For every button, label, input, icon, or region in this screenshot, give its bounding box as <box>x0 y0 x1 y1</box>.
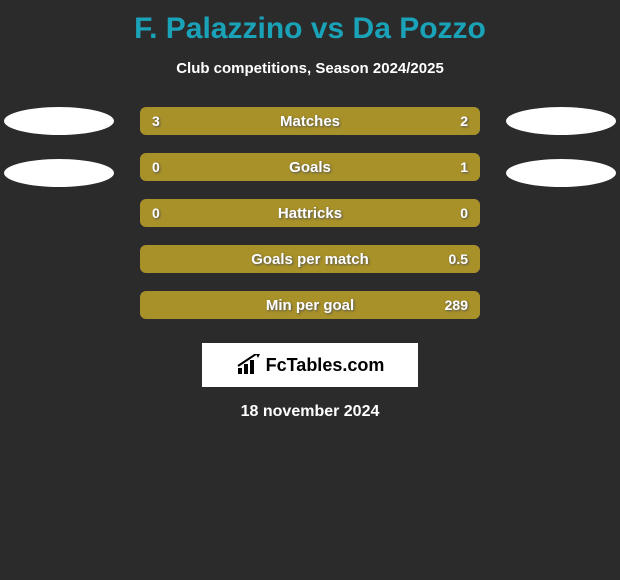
page-title: F. Palazzino vs Da Pozzo <box>134 12 486 46</box>
logo-box[interactable]: FcTables.com <box>202 343 418 387</box>
stat-row: Min per goal289 <box>0 291 620 319</box>
bar-fill-left <box>140 291 480 319</box>
player1-name: F. Palazzino <box>134 12 302 45</box>
stat-bar: Goals per match0.5 <box>140 245 480 273</box>
bar-fill-left <box>140 199 480 227</box>
bar-fill-right <box>344 107 480 135</box>
team-badge-left <box>4 107 114 135</box>
date-text: 18 november 2024 <box>241 403 380 421</box>
bar-fill-left <box>140 245 480 273</box>
stat-bar: Goals01 <box>140 153 480 181</box>
stat-row: Matches32 <box>0 107 620 135</box>
team-badge-right <box>506 107 616 135</box>
stat-bar: Hattricks00 <box>140 199 480 227</box>
bar-fill-right <box>208 153 480 181</box>
stat-row: Hattricks00 <box>0 199 620 227</box>
bar-fill-left <box>140 153 208 181</box>
team-badge-right <box>506 159 616 187</box>
comparison-card: F. Palazzino vs Da Pozzo Club competitio… <box>0 0 620 421</box>
stat-bar: Min per goal289 <box>140 291 480 319</box>
chart-icon <box>236 354 260 376</box>
player2-name: Da Pozzo <box>353 12 486 45</box>
logo-text: FcTables.com <box>266 355 385 376</box>
team-badge-left <box>4 159 114 187</box>
stat-bar: Matches32 <box>140 107 480 135</box>
subtitle: Club competitions, Season 2024/2025 <box>176 60 444 77</box>
bar-fill-left <box>140 107 344 135</box>
stats-rows: Matches32 Goals01 Hattricks00 Goals per mat… <box>0 107 620 319</box>
stat-row: Goals per match0.5 <box>0 245 620 273</box>
vs-text: vs <box>311 12 344 45</box>
stat-row: Goals01 <box>0 153 620 181</box>
